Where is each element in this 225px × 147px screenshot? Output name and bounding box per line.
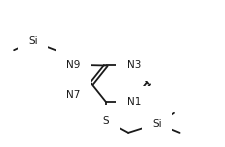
Text: Si: Si: [28, 36, 38, 46]
Text: N9: N9: [66, 60, 81, 70]
Text: Si: Si: [152, 119, 162, 129]
Text: N7: N7: [66, 90, 81, 100]
Text: S: S: [102, 116, 109, 126]
Text: N1: N1: [126, 97, 141, 107]
Text: N3: N3: [126, 61, 141, 71]
